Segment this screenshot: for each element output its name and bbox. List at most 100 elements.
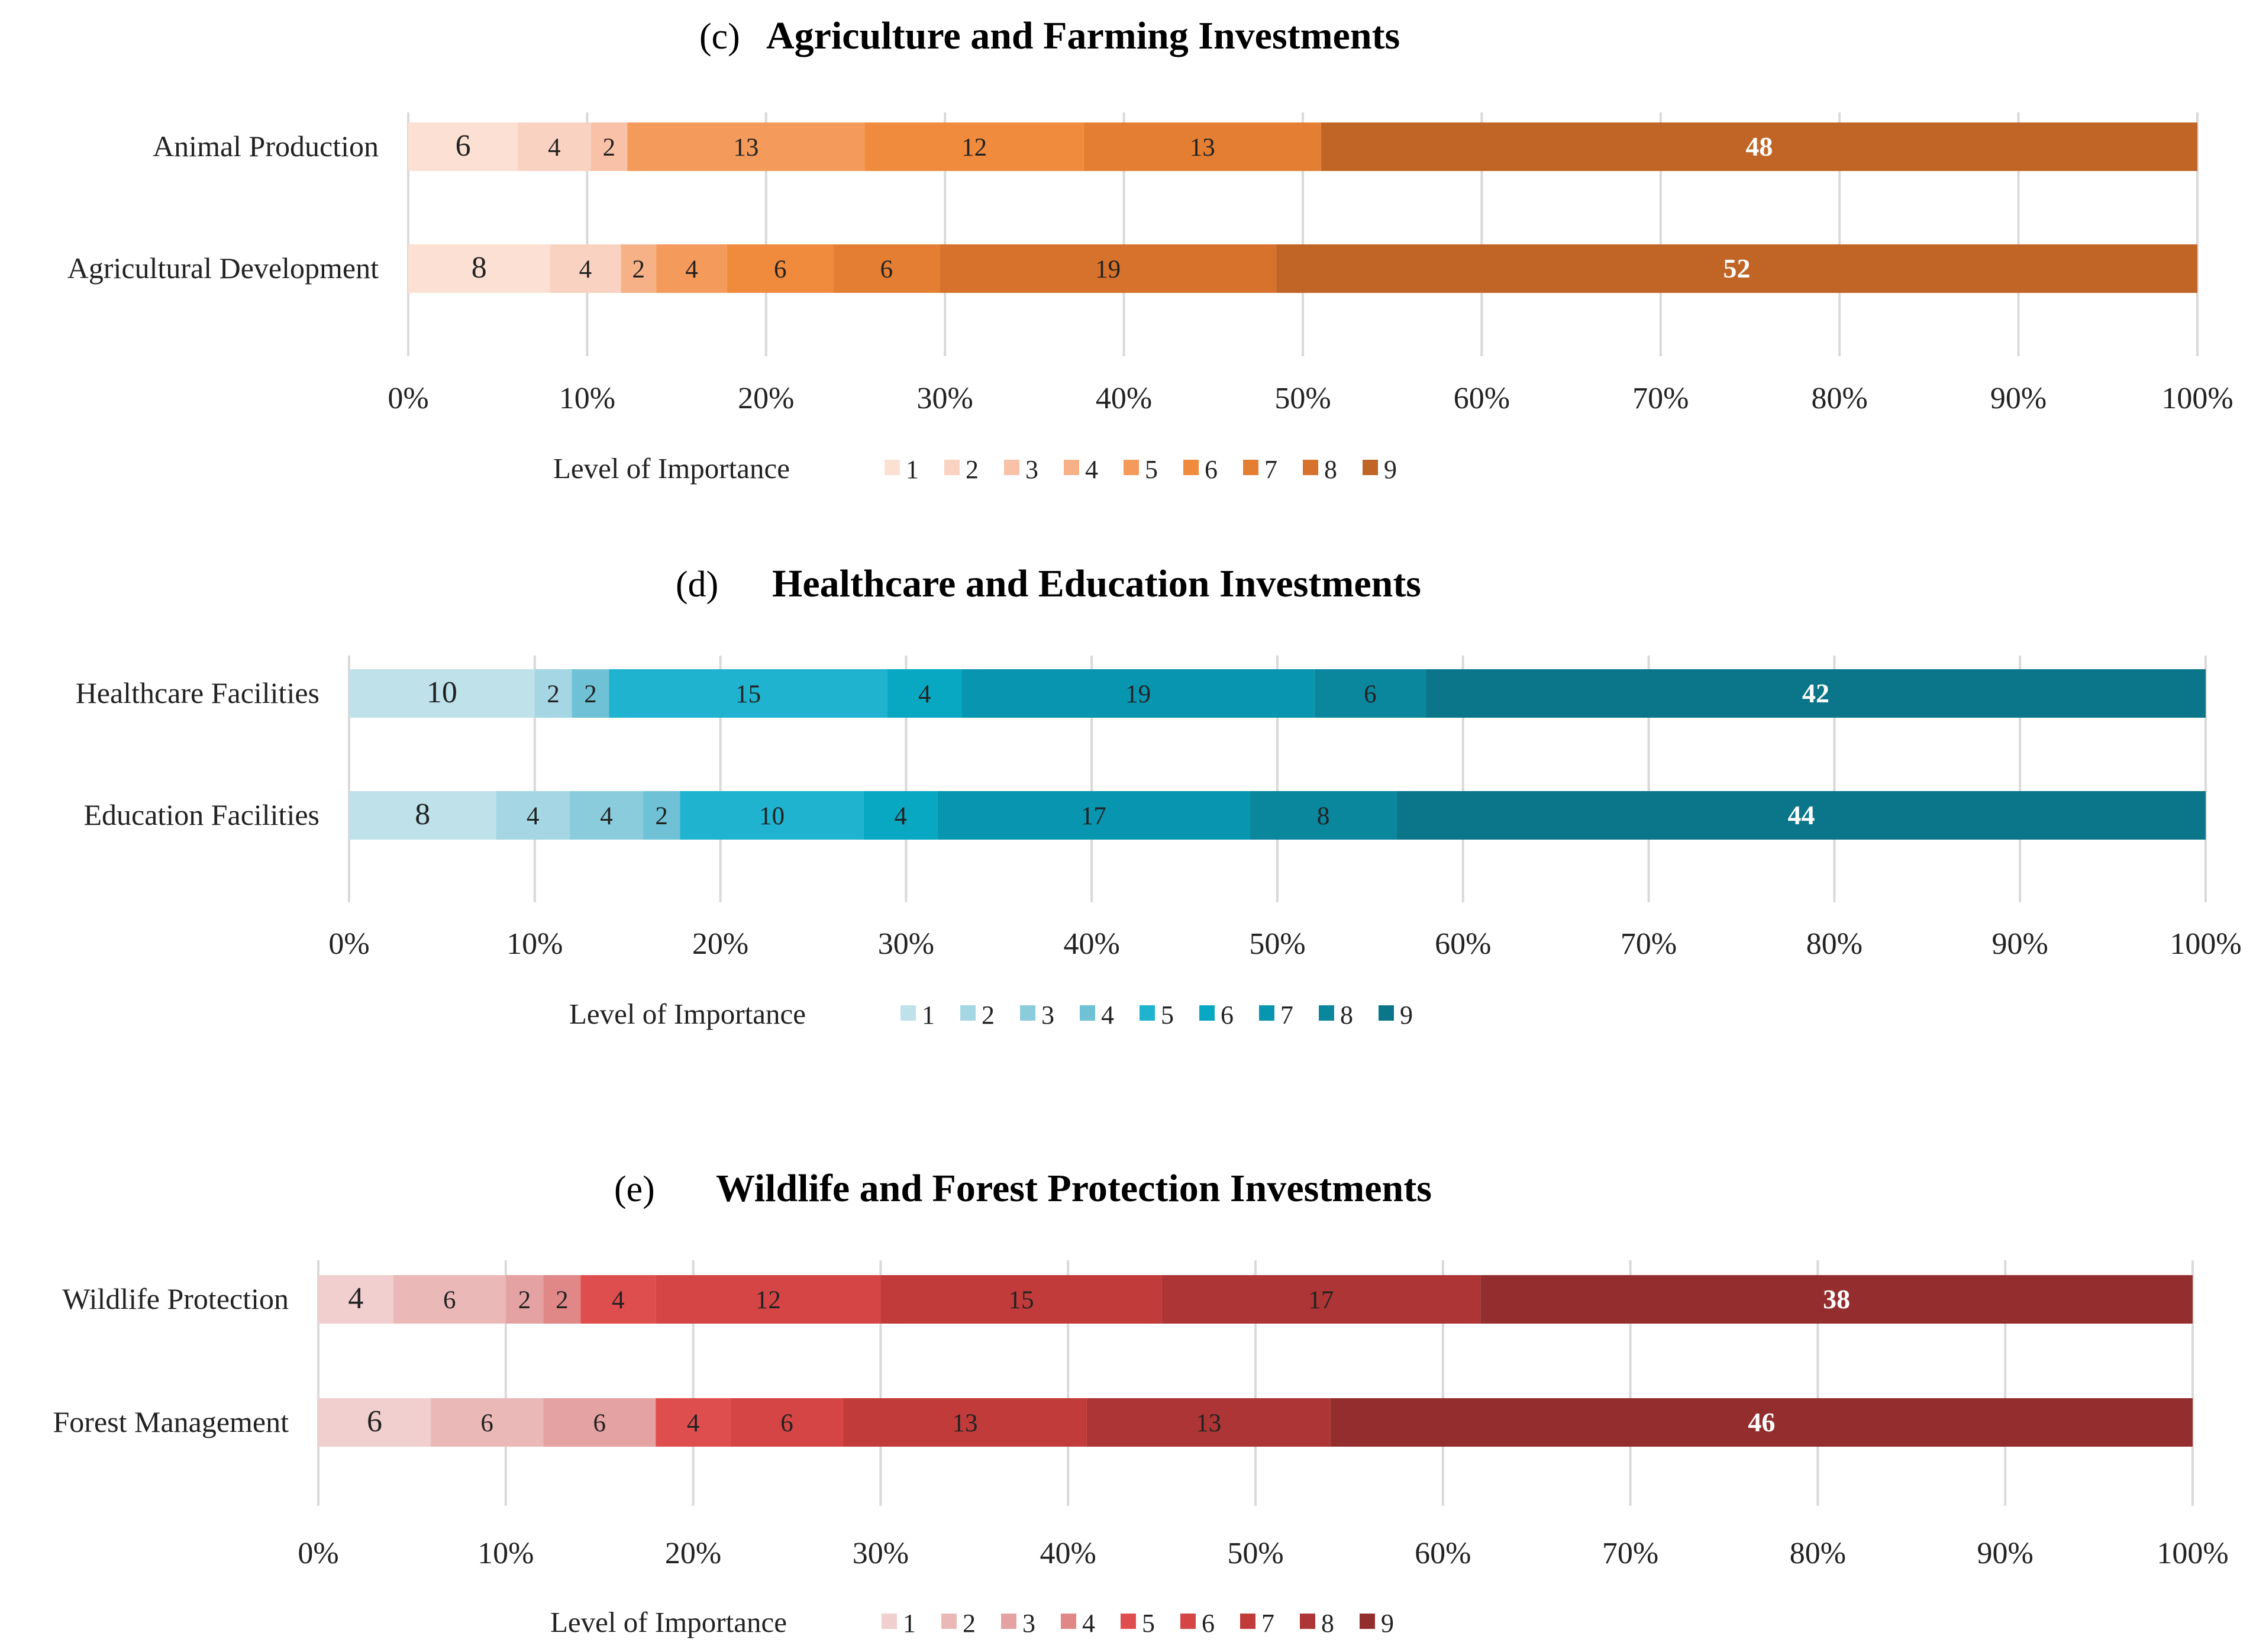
bar-segment — [1250, 791, 1397, 840]
legend-label: 2 — [982, 1001, 995, 1030]
data-label: 19 — [1125, 680, 1151, 708]
data-label: 4 — [685, 256, 698, 283]
data-label: 19 — [1095, 256, 1121, 283]
bar-segment — [656, 1398, 731, 1447]
data-label: 2 — [632, 256, 645, 283]
tick-label: 80% — [1790, 1537, 1846, 1570]
legend-swatch — [1199, 1005, 1215, 1021]
legend-swatch — [944, 460, 960, 475]
bar-segment — [643, 791, 680, 840]
legend-swatch — [960, 1005, 976, 1021]
bar-segment — [833, 244, 940, 293]
legend-label: 7 — [1280, 1001, 1293, 1030]
legend-swatch — [1259, 1005, 1274, 1021]
tick-label: 40% — [1040, 1537, 1096, 1570]
bar-segment — [543, 1398, 656, 1447]
data-label: 15 — [735, 680, 761, 708]
bar-segment — [863, 791, 938, 840]
category-label: Forest Management — [53, 1405, 289, 1438]
legend-swatch — [1001, 1614, 1016, 1629]
bar-segment — [656, 1275, 881, 1324]
legend-label: 5 — [1142, 1609, 1155, 1638]
legend-swatch — [941, 1614, 957, 1629]
bar-segment — [393, 1275, 506, 1324]
chart-title: Agriculture and Farming Investments — [766, 14, 1400, 57]
legend-swatch — [1080, 1005, 1095, 1021]
tick-label: 0% — [388, 382, 428, 415]
legend-label: 2 — [966, 455, 979, 484]
category-label: Education Facilities — [83, 798, 319, 831]
bar-segment — [590, 122, 628, 171]
data-label: 4 — [348, 1282, 363, 1315]
category-label: Healthcare Facilities — [76, 676, 319, 709]
category-label: Agricultural Development — [67, 251, 379, 285]
data-label: 4 — [918, 680, 931, 708]
data-label: 2 — [556, 1286, 569, 1314]
bar-segment — [1480, 1275, 2193, 1324]
data-label: 46 — [1748, 1407, 1775, 1437]
data-label: 4 — [600, 802, 613, 830]
bar-segment — [627, 122, 865, 171]
bar-segment — [550, 244, 621, 293]
data-label: 13 — [1190, 134, 1215, 162]
data-label: 2 — [518, 1286, 531, 1314]
tick-label: 10% — [477, 1537, 534, 1570]
legend-swatch — [1061, 1614, 1076, 1629]
data-label: 6 — [456, 129, 471, 163]
bar-segment — [408, 122, 518, 171]
bar-segment — [518, 122, 591, 171]
bar-segment — [496, 791, 570, 840]
category-label: Animal Production — [153, 130, 379, 163]
tick-label: 50% — [1249, 927, 1305, 961]
legend-swatch — [1004, 460, 1019, 475]
category-label: Wildlife Protection — [62, 1282, 289, 1315]
bar-segment — [431, 1398, 544, 1447]
data-label: 4 — [527, 802, 540, 830]
bar-segment — [1086, 1398, 1331, 1447]
tick-label: 100% — [2157, 1537, 2228, 1570]
legend-label: 5 — [1145, 455, 1158, 484]
tick-label: 10% — [559, 382, 615, 415]
tick-label: 90% — [1990, 382, 2047, 415]
legend-label: 8 — [1324, 455, 1337, 484]
legend-title: Level of Importance — [550, 1606, 787, 1638]
bar-segment — [727, 244, 834, 293]
legend-swatch — [1303, 460, 1318, 475]
bar-segment — [1330, 1398, 2193, 1447]
data-label: 44 — [1787, 800, 1815, 830]
data-label: 6 — [367, 1405, 382, 1438]
tick-label: 30% — [917, 382, 973, 415]
bar-segment — [580, 1275, 656, 1324]
legend-swatch — [1180, 1614, 1196, 1629]
data-label: 6 — [774, 256, 787, 283]
tick-label: 50% — [1227, 1537, 1283, 1570]
bar-segment — [408, 244, 550, 293]
data-label: 48 — [1745, 131, 1773, 162]
tick-label: 100% — [2170, 927, 2241, 961]
data-label: 52 — [1723, 253, 1751, 283]
legend-title: Level of Importance — [553, 452, 790, 485]
data-label: 6 — [593, 1409, 606, 1437]
data-label: 13 — [952, 1409, 977, 1437]
bar-segment — [534, 669, 572, 718]
bar-segment — [572, 669, 609, 718]
legend-swatch — [1379, 1005, 1394, 1021]
tick-label: 20% — [738, 382, 794, 415]
data-label: 13 — [1196, 1409, 1221, 1437]
data-label: 4 — [894, 802, 907, 830]
bar-segment — [1314, 669, 1426, 718]
tick-label: 10% — [506, 927, 563, 961]
legend-swatch — [1319, 1005, 1334, 1021]
bar-segment — [609, 669, 888, 718]
panel-letter: (c) — [699, 17, 740, 57]
tick-label: 70% — [1621, 927, 1677, 961]
bar-segment — [937, 791, 1250, 840]
tick-label: 60% — [1435, 927, 1491, 961]
data-label: 4 — [548, 134, 561, 162]
tick-label: 50% — [1274, 382, 1331, 415]
tick-label: 80% — [1812, 382, 1868, 415]
legend-swatch — [1121, 1614, 1136, 1629]
data-label: 12 — [756, 1286, 781, 1314]
bar-segment — [843, 1398, 1087, 1447]
